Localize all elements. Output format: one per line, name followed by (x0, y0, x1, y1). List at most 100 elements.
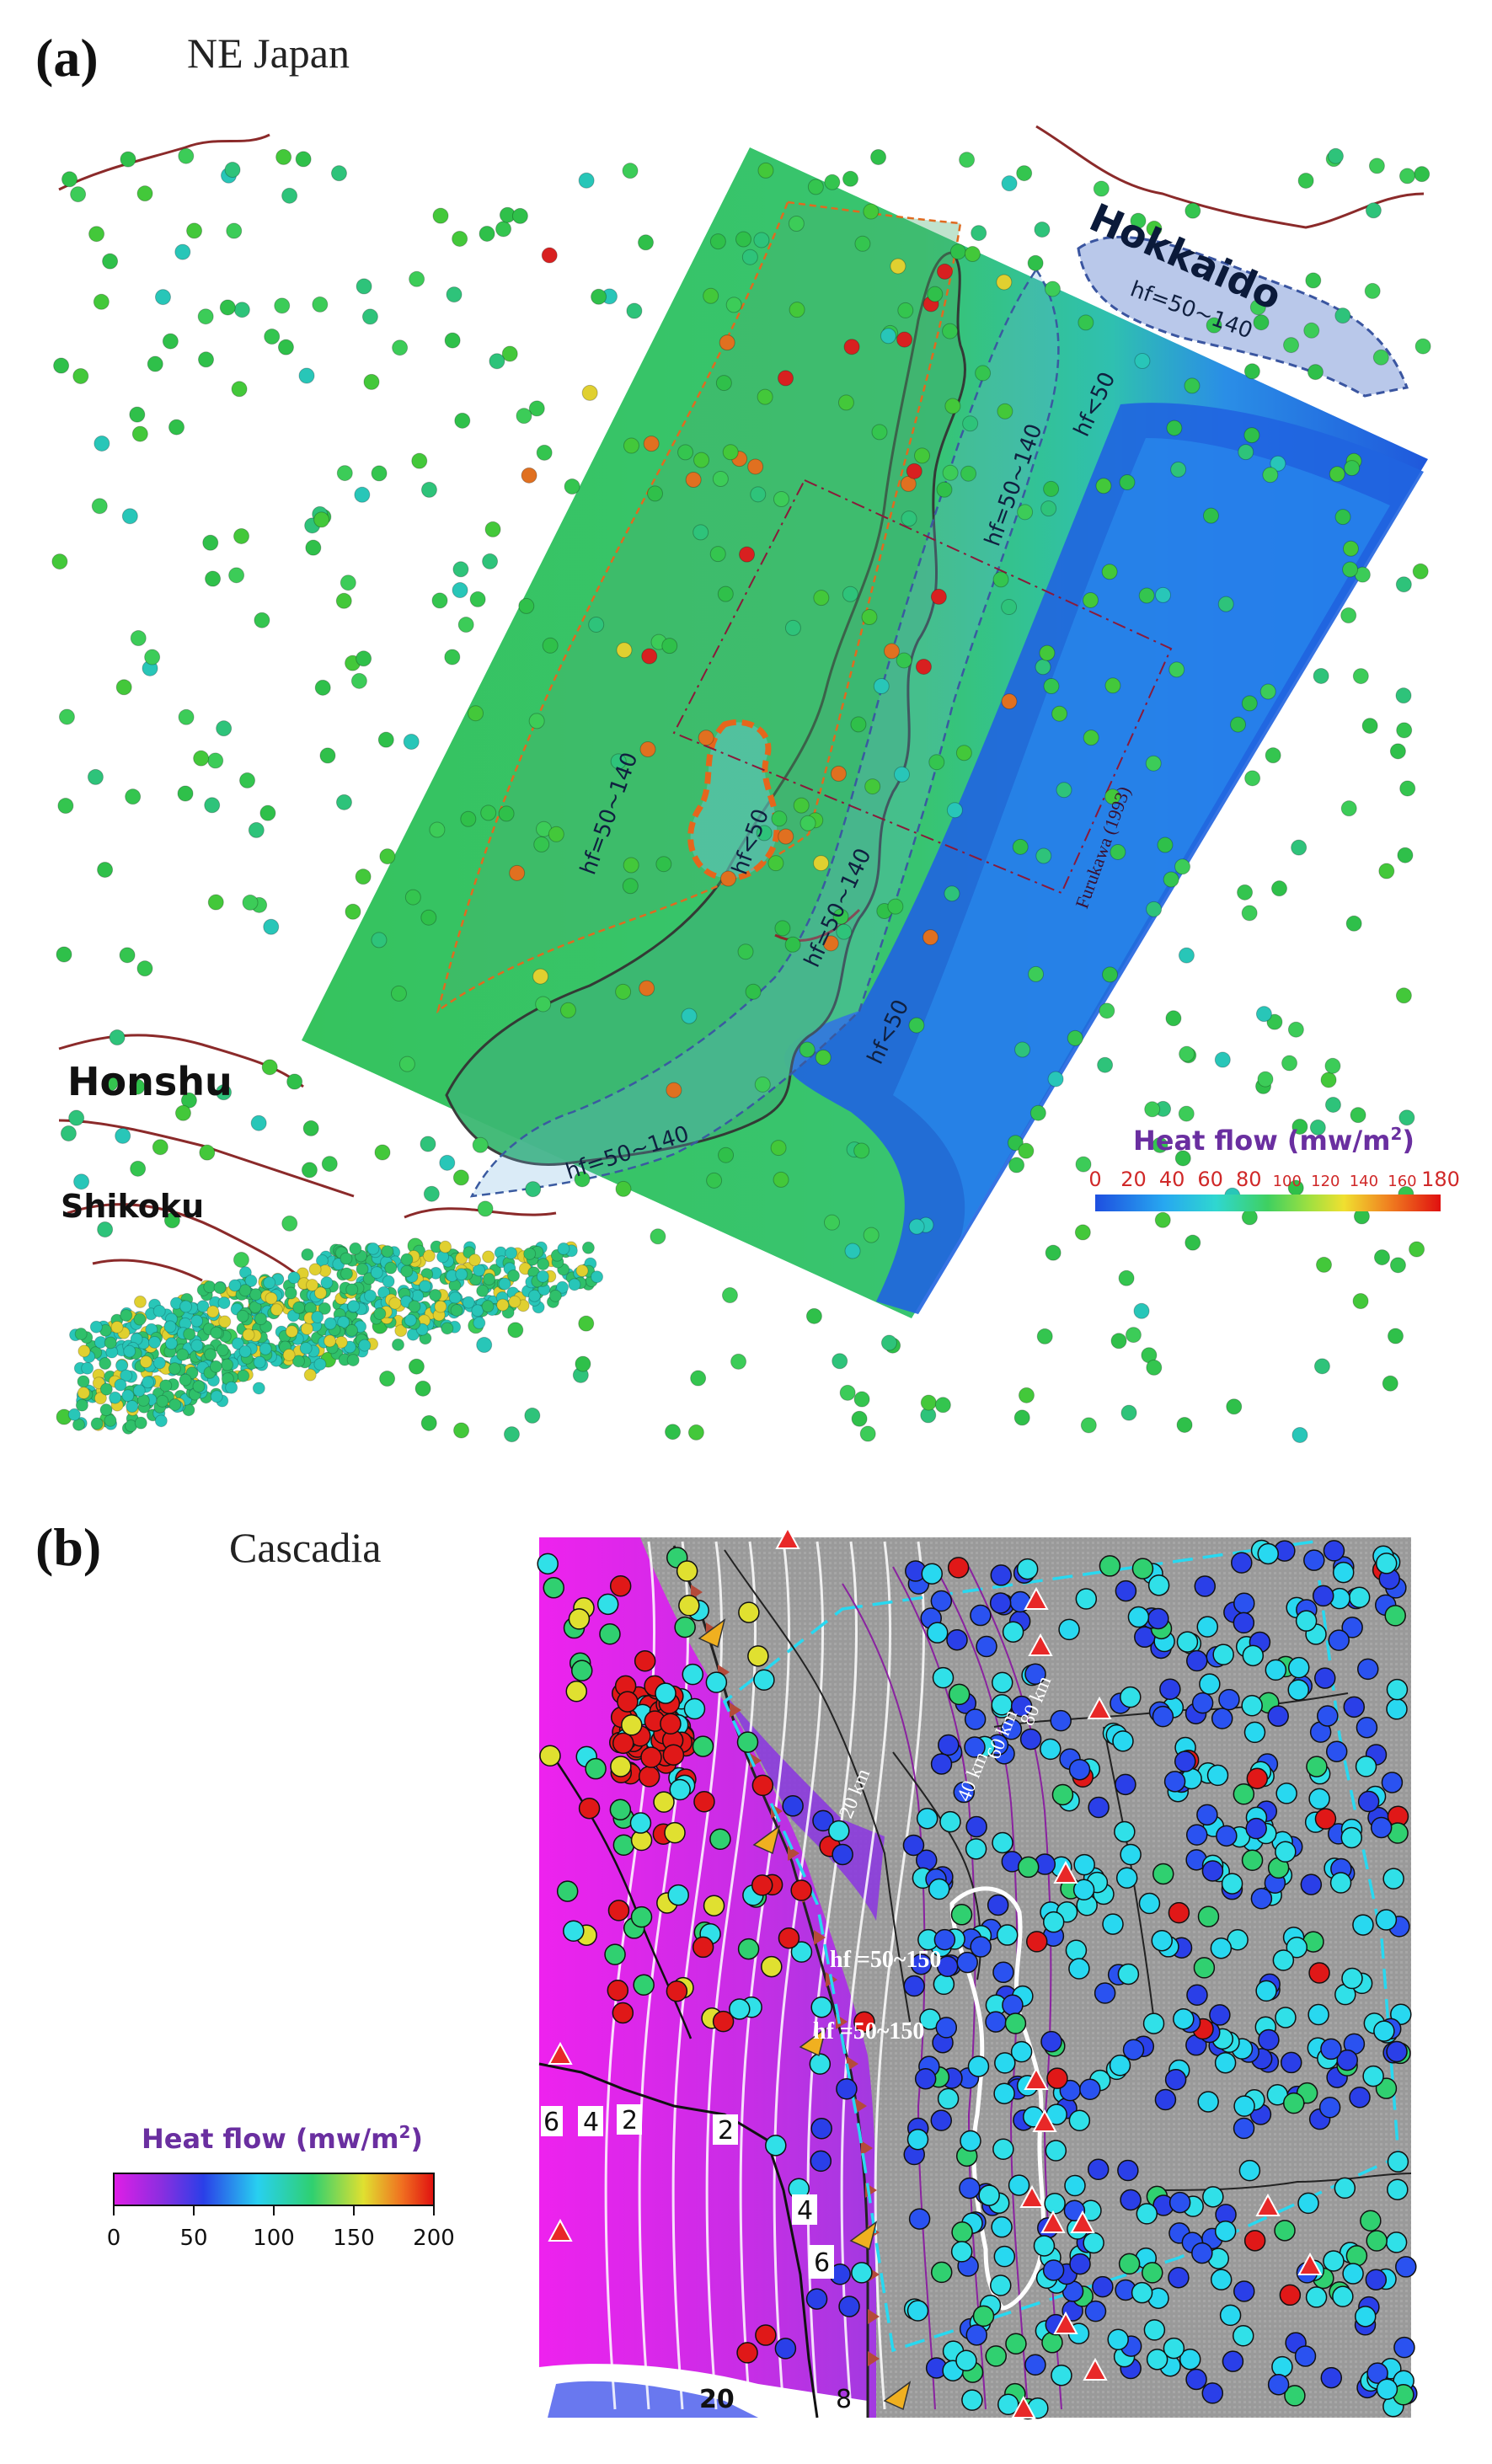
station-dot (1018, 1387, 1035, 1403)
station-dot (921, 1563, 943, 1585)
station-dot (599, 1623, 621, 1645)
station-dot (832, 1843, 853, 1866)
station-dot (429, 821, 446, 838)
cluster-station-dot (218, 1315, 232, 1328)
station-dot (765, 2135, 787, 2157)
station-dot (446, 286, 463, 303)
station-dot (933, 1973, 955, 1996)
station-dot (933, 1928, 956, 1951)
station-dot (908, 1017, 925, 1034)
station-dot (1125, 1327, 1142, 1344)
station-dot (1146, 1359, 1163, 1376)
station-dot (1119, 474, 1136, 491)
station-dot (414, 1380, 431, 1397)
volcano-triangle (1255, 2193, 1281, 2216)
station-dot (690, 1370, 707, 1387)
cluster-station-dot (192, 1380, 206, 1393)
station-dot (774, 920, 791, 937)
panel-b-colorbar-tick: 100 (253, 2226, 295, 2251)
station-dot (1279, 2284, 1302, 2306)
station-dot (650, 1228, 666, 1245)
cluster-station-dot (209, 1360, 222, 1373)
station-dot (1241, 1849, 1264, 1872)
station-dot (1142, 2012, 1165, 2034)
station-dot (1329, 1872, 1352, 1894)
station-dot (452, 1169, 469, 1186)
cluster-station-dot (99, 1382, 113, 1396)
cluster-station-dot (210, 1326, 223, 1339)
station-dot (1120, 1404, 1137, 1421)
station-dot (1308, 2003, 1329, 2026)
station-dot (539, 1745, 561, 1766)
station-dot (1152, 1705, 1174, 1728)
station-dot (1291, 839, 1308, 856)
station-dot (585, 1757, 607, 1780)
volcano-triangle (1040, 2210, 1066, 2233)
cluster-station-dot (244, 1275, 258, 1288)
station-dot (503, 1426, 520, 1443)
station-dot (1056, 782, 1072, 799)
cluster-station-dot (152, 1356, 166, 1370)
station-dot (916, 1807, 939, 1830)
station-dot (922, 929, 939, 946)
station-dot (1186, 1649, 1208, 1672)
cluster-station-dot (462, 1296, 475, 1309)
station-dot (1186, 1984, 1208, 2007)
cluster-station-dot (120, 1308, 133, 1322)
cluster-station-dot (381, 1245, 394, 1259)
station-dot (1238, 2159, 1261, 2182)
station-dot (970, 1604, 992, 1627)
volcano-triangle (1297, 2252, 1323, 2275)
panel-a-colorbar-tick: 40 (1159, 1168, 1185, 1191)
cluster-station-dot (154, 1414, 168, 1428)
cluster-station-dot (78, 1344, 91, 1358)
station-dot (1004, 2012, 1027, 2034)
cluster-station-dot (287, 1271, 301, 1285)
station-dot (345, 903, 361, 920)
station-dot (948, 1683, 971, 1706)
station-dot (615, 983, 632, 1000)
station-dot (967, 2055, 990, 2077)
station-dot (1042, 2259, 1065, 2281)
station-dot (525, 1181, 542, 1198)
station-dot (1206, 1764, 1229, 1787)
station-dot (1157, 836, 1174, 853)
station-dot (1324, 1057, 1341, 1074)
station-dot (1040, 1738, 1062, 1761)
station-dot (703, 287, 719, 304)
station-dot (591, 288, 607, 305)
cluster-station-dot (164, 1337, 178, 1350)
station-dot (722, 444, 739, 461)
station-dot (1185, 1234, 1201, 1251)
station-dot (1283, 337, 1300, 354)
station-dot (489, 353, 505, 370)
station-dot (1297, 2192, 1319, 2215)
volcano-triangle (1087, 1696, 1112, 1719)
station-dot (1214, 2220, 1237, 2242)
station-dot (1051, 1783, 1074, 1806)
station-dot (851, 1410, 868, 1427)
station-dot (1398, 168, 1415, 184)
station-dot (509, 864, 526, 881)
station-dot (129, 406, 146, 423)
station-dot (1074, 1224, 1091, 1241)
cluster-station-dot (163, 1320, 177, 1334)
station-dot (950, 1904, 973, 1926)
station-dot (965, 2324, 988, 2346)
station-dot (88, 226, 105, 243)
cluster-station-dot (237, 1369, 250, 1382)
station-dot (1342, 2263, 1364, 2285)
volcano-triangle (1028, 1633, 1053, 1656)
station-dot (1112, 1730, 1134, 1752)
station-dot (964, 246, 981, 263)
station-dot (1080, 1417, 1097, 1434)
station-dot (1196, 1804, 1218, 1826)
station-dot (655, 856, 672, 873)
station-dot (93, 293, 110, 310)
station-dot (507, 1322, 524, 1339)
station-dot (1305, 272, 1322, 289)
station-dot (199, 1144, 216, 1161)
station-dot (1170, 461, 1187, 478)
station-dot (1226, 1398, 1243, 1415)
station-dot (990, 1564, 1013, 1586)
